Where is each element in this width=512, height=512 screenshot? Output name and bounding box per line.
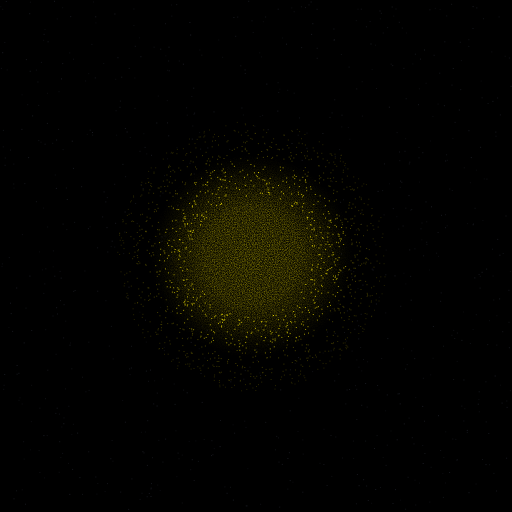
glow-sphere bbox=[144, 148, 360, 364]
sphere-particles bbox=[117, 121, 386, 392]
